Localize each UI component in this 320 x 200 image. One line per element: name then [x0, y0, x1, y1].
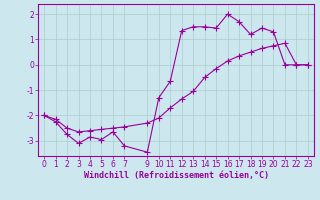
X-axis label: Windchill (Refroidissement éolien,°C): Windchill (Refroidissement éolien,°C): [84, 171, 268, 180]
